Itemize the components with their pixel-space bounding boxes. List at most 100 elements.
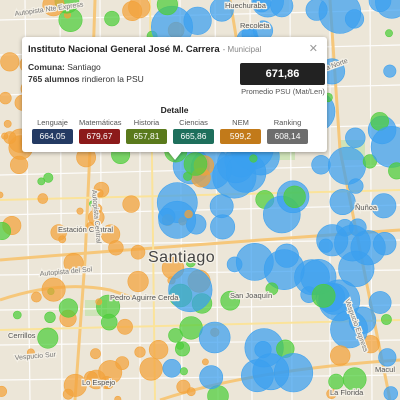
school-marker[interactable]: [108, 240, 124, 256]
school-marker[interactable]: [179, 367, 188, 376]
school-name: Instituto Nacional General José M. Carre…: [28, 44, 220, 55]
school-marker[interactable]: [44, 311, 56, 323]
school-marker[interactable]: [175, 341, 185, 350]
school-marker[interactable]: [26, 348, 35, 357]
school-marker[interactable]: [311, 283, 336, 308]
metric-label: Matemáticas: [79, 118, 122, 127]
school-marker[interactable]: [37, 177, 46, 186]
school-marker[interactable]: [0, 385, 7, 397]
school-marker[interactable]: [89, 200, 96, 208]
school-marker[interactable]: [162, 358, 182, 378]
school-marker[interactable]: [375, 0, 400, 19]
school-marker[interactable]: [385, 29, 393, 38]
school-marker[interactable]: [12, 310, 22, 320]
school-marker[interactable]: [3, 120, 12, 128]
school-marker[interactable]: [58, 298, 79, 318]
school-marker[interactable]: [176, 379, 191, 394]
school-marker[interactable]: [330, 345, 351, 366]
school-marker[interactable]: [139, 357, 163, 381]
school-marker[interactable]: [263, 249, 305, 291]
school-marker[interactable]: [318, 0, 362, 34]
school-marker[interactable]: [209, 0, 234, 22]
school-marker[interactable]: [1, 132, 9, 140]
school-marker[interactable]: [184, 210, 193, 219]
school-marker[interactable]: [380, 314, 392, 325]
school-marker[interactable]: [63, 373, 87, 397]
school-marker[interactable]: [388, 162, 400, 180]
school-marker[interactable]: [0, 91, 12, 105]
school-marker[interactable]: [265, 282, 279, 296]
school-marker[interactable]: [41, 277, 66, 302]
school-marker[interactable]: [0, 191, 4, 199]
school-marker[interactable]: [37, 193, 49, 204]
school-marker[interactable]: [186, 387, 196, 397]
school-marker[interactable]: [361, 335, 380, 354]
school-marker[interactable]: [334, 224, 371, 262]
school-marker[interactable]: [158, 208, 176, 226]
school-marker[interactable]: [327, 146, 366, 185]
school-marker[interactable]: [371, 193, 397, 219]
school-marker[interactable]: [130, 244, 146, 260]
school-marker[interactable]: [134, 346, 146, 358]
school-marker[interactable]: [329, 189, 356, 216]
school-marker[interactable]: [183, 152, 208, 176]
school-marker[interactable]: [84, 370, 98, 385]
school-marker[interactable]: [185, 257, 196, 268]
school-marker[interactable]: [148, 340, 169, 360]
school-marker[interactable]: [209, 194, 234, 219]
school-marker[interactable]: [42, 0, 65, 17]
school-marker[interactable]: [127, 270, 149, 293]
school-marker[interactable]: [373, 232, 397, 256]
school-marker[interactable]: [383, 64, 397, 78]
school-marker[interactable]: [95, 298, 103, 306]
school-marker[interactable]: [378, 348, 397, 367]
school-marker[interactable]: [0, 52, 20, 72]
metric-value: 679,67: [79, 129, 120, 144]
school-marker[interactable]: [90, 348, 101, 360]
school-marker[interactable]: [104, 10, 120, 27]
school-marker[interactable]: [100, 313, 118, 331]
close-icon[interactable]: ✕: [308, 43, 318, 55]
school-marker[interactable]: [240, 359, 274, 393]
school-marker[interactable]: [368, 291, 392, 314]
comuna-value: Santiago: [67, 62, 101, 72]
school-marker[interactable]: [31, 291, 42, 303]
school-marker[interactable]: [283, 185, 306, 209]
school-marker[interactable]: [326, 388, 337, 399]
school-marker[interactable]: [43, 172, 54, 183]
school-marker[interactable]: [128, 0, 151, 19]
school-marker[interactable]: [328, 373, 344, 390]
school-marker[interactable]: [103, 379, 114, 390]
metric-ciencias: Ciencias 665,86: [173, 118, 214, 144]
school-marker[interactable]: [273, 353, 314, 393]
school-marker[interactable]: [251, 0, 284, 18]
school-marker[interactable]: [249, 154, 258, 163]
school-marker[interactable]: [63, 253, 84, 274]
school-marker[interactable]: [122, 195, 140, 213]
school-marker[interactable]: [311, 155, 331, 175]
school-marker[interactable]: [199, 365, 224, 390]
school-marker[interactable]: [383, 386, 398, 400]
comuna-label: Comuna:: [28, 62, 65, 72]
school-marker[interactable]: [117, 318, 133, 335]
school-marker[interactable]: [201, 358, 209, 366]
school-marker[interactable]: [210, 214, 236, 240]
school-marker[interactable]: [114, 395, 122, 400]
school-marker[interactable]: [348, 306, 377, 334]
school-marker[interactable]: [76, 207, 84, 215]
map-label-lo-espejo: Lo Espejo: [82, 378, 115, 387]
metric-label: Ranking: [273, 118, 302, 127]
school-marker[interactable]: [94, 188, 104, 198]
metric-label: Ciencias: [179, 118, 208, 127]
school-marker[interactable]: [88, 209, 105, 226]
school-marker[interactable]: [198, 321, 231, 354]
school-marker[interactable]: [345, 127, 366, 149]
school-marker[interactable]: [37, 327, 59, 349]
school-marker[interactable]: [168, 267, 213, 313]
school-marker[interactable]: [220, 290, 240, 311]
school-marker[interactable]: [156, 0, 178, 16]
school-marker[interactable]: [348, 178, 364, 194]
school-marker[interactable]: [58, 235, 67, 244]
school-marker[interactable]: [225, 152, 267, 193]
school-marker[interactable]: [0, 222, 11, 240]
